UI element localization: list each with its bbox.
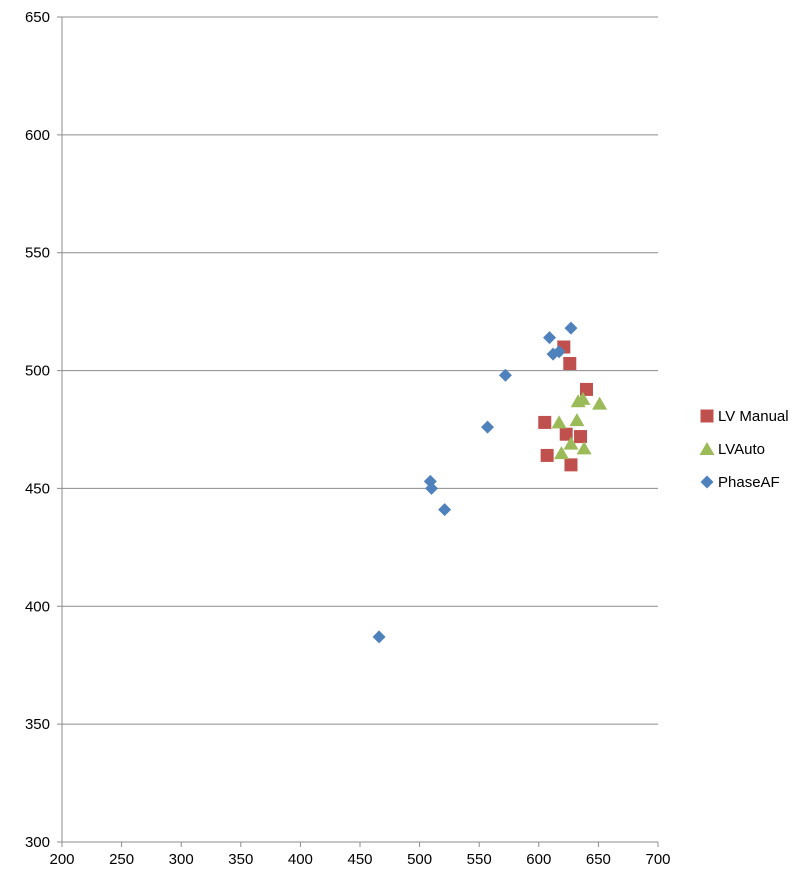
phaseaf-point <box>481 420 495 434</box>
y-tick-label: 500 <box>25 363 50 380</box>
x-tick-label: 500 <box>407 851 432 868</box>
phaseaf-point <box>425 481 439 495</box>
x-tick-label: 700 <box>645 851 670 868</box>
lvauto-point <box>563 436 579 450</box>
phaseaf-point <box>372 630 386 644</box>
legend-label: LV Manual <box>718 408 789 425</box>
legend-item-lvauto: LVAuto <box>699 441 765 458</box>
x-tick-label: 350 <box>228 851 253 868</box>
lvauto-point <box>551 415 567 429</box>
x-tick-label: 600 <box>526 851 551 868</box>
x-axis-ticks: 200 250 300 350 400 450 500 550 600 650 700 <box>49 842 671 868</box>
lv-manual-point <box>574 430 588 444</box>
y-tick-label: 350 <box>25 716 50 733</box>
data-points <box>372 321 608 644</box>
y-tick-label: 550 <box>25 245 50 262</box>
lv-manual-point <box>563 357 577 370</box>
x-tick-label: 550 <box>467 851 492 868</box>
phaseaf-point <box>543 331 557 345</box>
y-tick-label: 400 <box>25 598 50 615</box>
lvauto-point <box>553 446 569 460</box>
lvauto-point <box>575 391 591 405</box>
legend: LV Manual LVAuto PhaseAF <box>699 408 789 491</box>
lvauto-point <box>592 396 608 410</box>
x-tick-label: 450 <box>347 851 372 868</box>
legend-item-phaseaf: PhaseAF <box>700 474 780 491</box>
x-tick-label: 200 <box>49 851 74 868</box>
x-tick-label: 250 <box>109 851 134 868</box>
lv-manual-point <box>540 448 554 462</box>
lv-manual-point <box>564 458 578 472</box>
legend-label: LVAuto <box>718 441 765 458</box>
phaseaf-point <box>564 321 578 335</box>
phaseaf-point <box>498 368 512 382</box>
x-tick-label: 400 <box>288 851 313 868</box>
legend-marker-lv-manual <box>700 409 714 423</box>
phaseaf-point <box>438 503 452 517</box>
lvauto-point <box>576 441 592 455</box>
legend-item-lv-manual: LV Manual <box>700 408 789 425</box>
legend-marker-lvauto <box>699 442 715 455</box>
y-tick-label: 650 <box>25 9 50 26</box>
y-tick-label: 600 <box>25 127 50 144</box>
legend-marker-phaseaf <box>700 475 714 489</box>
lv-manual-point <box>559 427 573 441</box>
lv-manual-point <box>538 415 552 429</box>
y-tick-label: 300 <box>25 834 50 851</box>
y-axis-ticks: 300 350 400 450 500 550 600 650 <box>25 9 50 851</box>
lvauto-point <box>569 413 585 427</box>
legend-label: PhaseAF <box>718 474 780 491</box>
gridlines <box>57 16 658 843</box>
x-tick-label: 650 <box>586 851 611 868</box>
phaseaf-point <box>552 345 566 359</box>
y-tick-label: 450 <box>25 480 50 497</box>
x-tick-label: 300 <box>169 851 194 868</box>
